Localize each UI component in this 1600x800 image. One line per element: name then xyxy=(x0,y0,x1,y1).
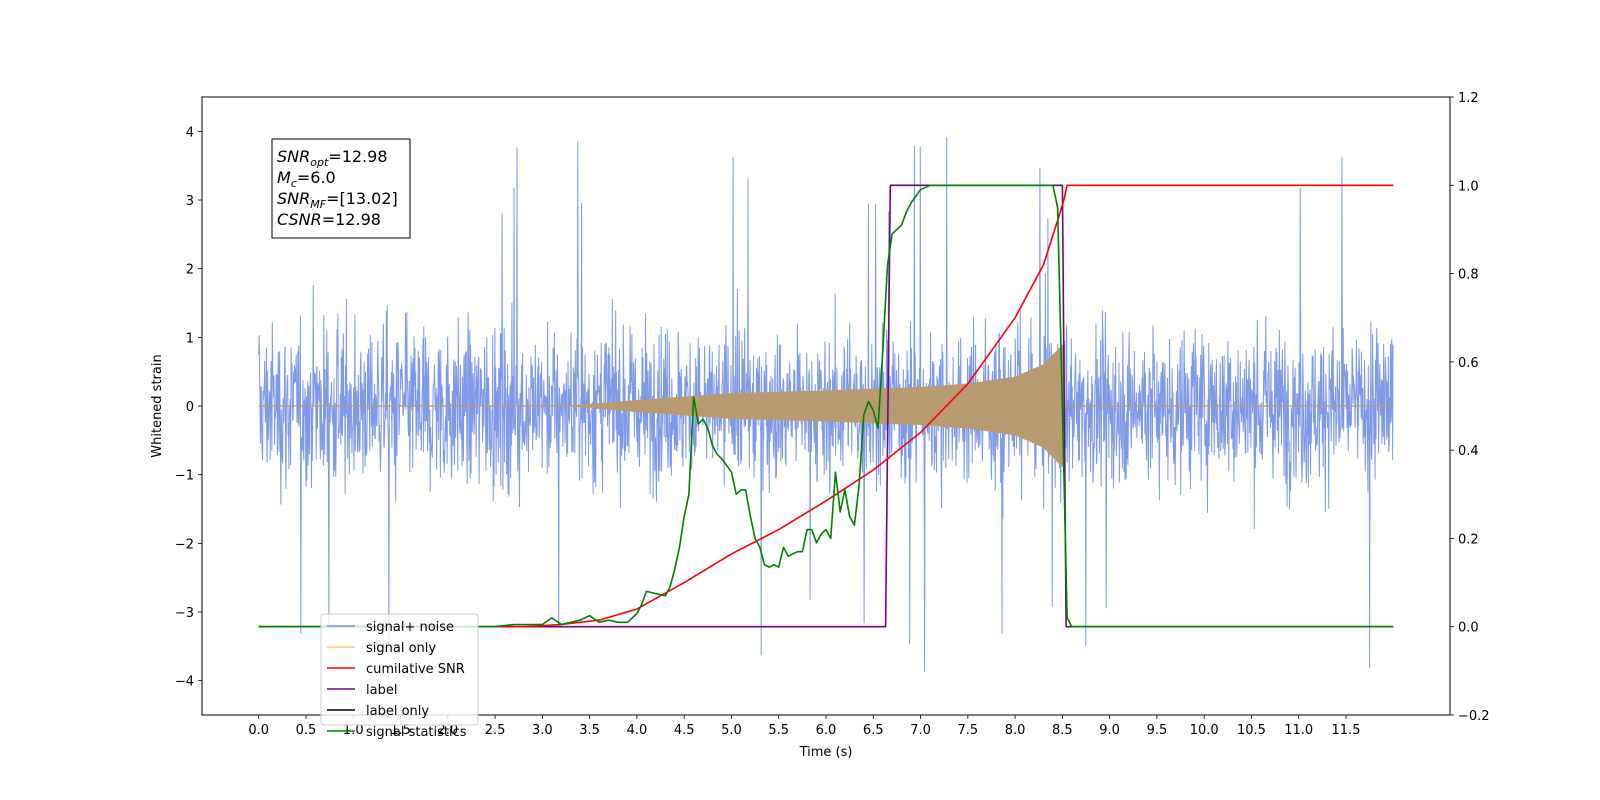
x-tick-label: 2.0 xyxy=(437,723,458,738)
y-right-tick-label: 0.0 xyxy=(1458,621,1479,636)
x-axis: 0.0 0.5 1.0 1.5 2.0 2.5 3.0 3.5 4.0 4.5 5.0 5.5 6.0 6… xyxy=(248,715,1360,738)
x-tick-label: 0.0 xyxy=(248,723,269,738)
legend-frame xyxy=(320,613,479,726)
y-left-tick-label: 2 xyxy=(186,263,194,278)
y-right-tick-label: −0.2 xyxy=(1458,709,1490,724)
y-axis-right: 1.2 1.0 0.8 0.6 0.4 0.2 0.0 −0.2 xyxy=(1450,91,1490,724)
x-axis-label: Time (s) xyxy=(799,745,853,760)
x-tick-label: 7.5 xyxy=(957,723,978,738)
x-tick-label: 1.5 xyxy=(390,723,411,738)
y-left-tick-label: 4 xyxy=(186,125,194,140)
y-right-tick-label: 1.2 xyxy=(1458,91,1479,106)
y-left-tick-label: −1 xyxy=(175,469,194,484)
x-tick-label: 8.5 xyxy=(1052,723,1073,738)
series-cumilative-snr xyxy=(258,184,1394,628)
info-box-line: SNRMF=[13.02] xyxy=(277,189,398,211)
y-right-tick-label: 1.0 xyxy=(1458,179,1479,194)
y-axis-label: Whitened strain xyxy=(150,354,165,457)
legend-label: signal only xyxy=(366,641,436,656)
info-box-frame xyxy=(271,138,411,239)
y-left-tick-label: −4 xyxy=(175,675,194,690)
x-tick-label: 6.0 xyxy=(816,723,837,738)
y-left-tick-label: −2 xyxy=(175,537,194,552)
info-box-line: CSNR=12.98 xyxy=(277,210,381,229)
x-tick-label: 11.5 xyxy=(1332,723,1361,738)
legend-label: label only xyxy=(366,704,429,719)
info-box-line: SNRopt=12.98 xyxy=(277,147,388,169)
x-tick-label: 6.5 xyxy=(863,723,884,738)
y-left-tick-label: 3 xyxy=(186,194,194,209)
x-tick-label: 10.0 xyxy=(1190,723,1219,738)
y-left-tick-label: 1 xyxy=(186,331,194,346)
y-left-tick-label: 0 xyxy=(186,400,194,415)
x-tick-label: 4.0 xyxy=(627,723,648,738)
x-tick-label: 4.5 xyxy=(674,723,695,738)
y-right-tick-label: 0.8 xyxy=(1458,268,1479,283)
y-right-tick-label: 0.4 xyxy=(1458,444,1479,459)
x-tick-label: 2.5 xyxy=(485,723,506,738)
y-left-tick-label: −3 xyxy=(175,606,194,621)
x-tick-label: 0.5 xyxy=(296,723,317,738)
x-tick-label: 5.5 xyxy=(768,723,789,738)
x-tick-label: 10.5 xyxy=(1237,723,1266,738)
x-tick-label: 7.0 xyxy=(910,723,931,738)
y-right-tick-label: 0.2 xyxy=(1458,532,1479,547)
x-tick-label: 11.0 xyxy=(1284,723,1313,738)
x-tick-label: 3.5 xyxy=(579,723,600,738)
y-axis-left: 4 3 2 1 0 −1 −2 −3 −4 xyxy=(175,125,202,690)
y-right-tick-label: 0.6 xyxy=(1458,356,1479,371)
legend: signal+ noise signal only cumilative SNR la… xyxy=(320,613,479,740)
legend-label: signal+ noise xyxy=(366,620,454,635)
x-tick-label: 5.0 xyxy=(721,723,742,738)
series-signal-statistics xyxy=(258,184,1394,628)
x-tick-label: 8.0 xyxy=(1005,723,1026,738)
info-box: SNRopt=12.98Mc=6.0SNRMF=[13.02]CSNR=12.9… xyxy=(271,138,411,239)
x-tick-label: 9.0 xyxy=(1099,723,1120,738)
info-box-line: Mc=6.0 xyxy=(277,168,336,190)
legend-label: label xyxy=(366,683,397,698)
legend-label: signal statistics xyxy=(366,725,467,740)
plot-series xyxy=(258,137,1394,672)
legend-label: cumilative SNR xyxy=(366,662,465,677)
x-tick-label: 9.5 xyxy=(1147,723,1168,738)
x-tick-label: 3.0 xyxy=(532,723,553,738)
